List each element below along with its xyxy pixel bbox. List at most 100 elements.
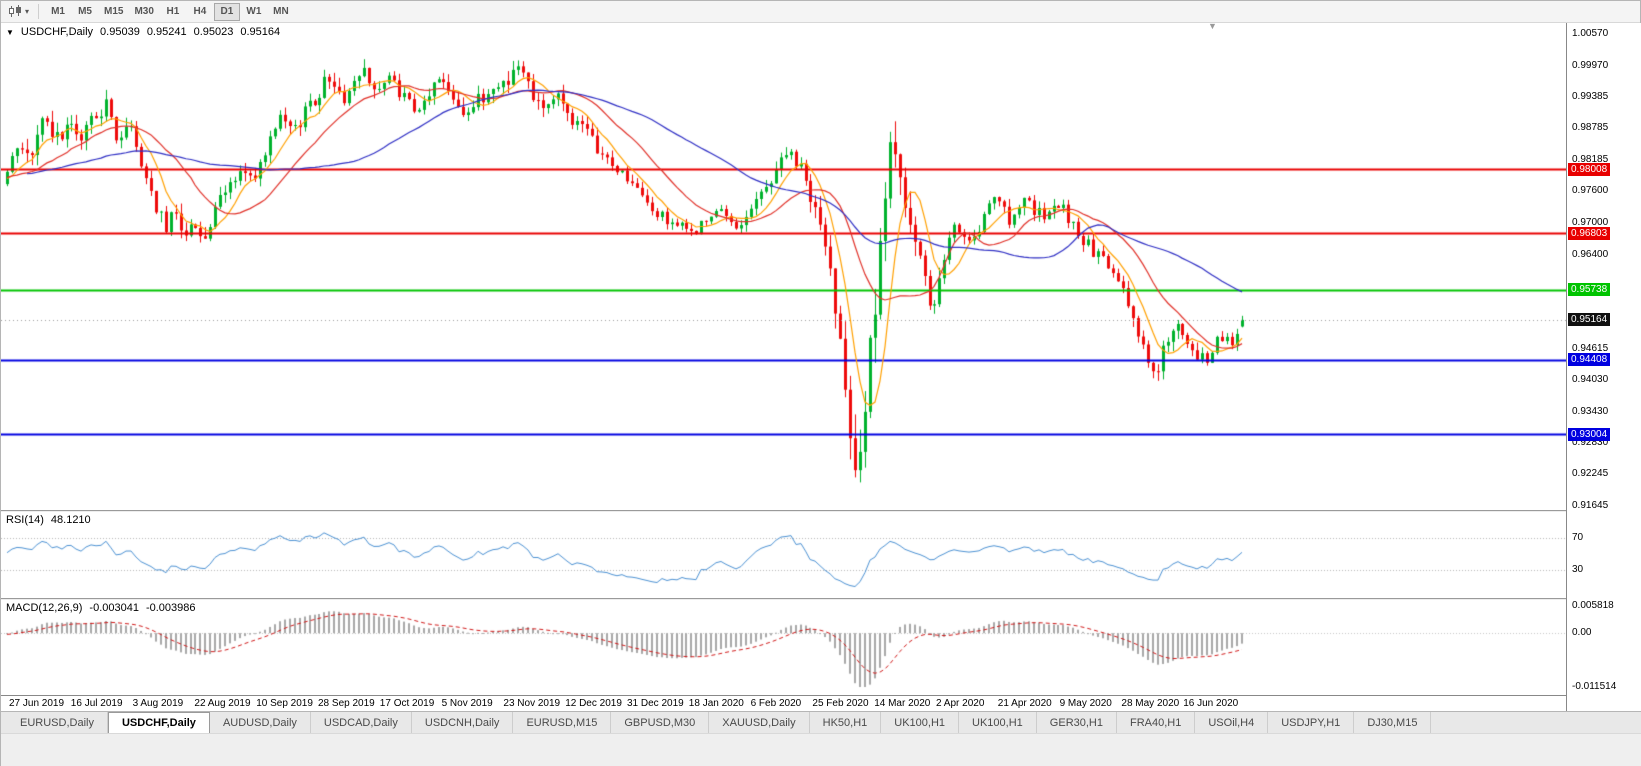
date-label: 9 May 2020: [1059, 698, 1112, 709]
price-tick: 0.94615: [1572, 342, 1609, 354]
macd-axis-tick: 0.00: [1572, 627, 1592, 639]
price-chart-canvas[interactable]: [1, 23, 1566, 510]
price-tick: 0.97000: [1572, 216, 1609, 228]
chart-symbol-label: USDCHF,Daily: [20, 26, 94, 38]
rsi-name: RSI(14): [6, 514, 44, 526]
chart-tab-usdcad-daily[interactable]: USDCAD,Daily: [311, 712, 412, 733]
macd-label: MACD(12,26,9) -0.003041 -0.003986: [6, 602, 196, 614]
chart-tab-audusd-daily[interactable]: AUDUSD,Daily: [210, 712, 311, 733]
date-label: 25 Feb 2020: [812, 698, 869, 709]
price-badge: 0.94408: [1568, 353, 1611, 367]
macd-value: -0.003041: [89, 602, 139, 614]
date-label: 28 May 2020: [1121, 698, 1180, 709]
chart-tab-eurusd-m15[interactable]: EURUSD,M15: [513, 712, 612, 733]
timeframe-buttons: M1 M5 M15 M30 H1 H4 D1 W1 MN: [45, 2, 294, 21]
price-tick: 0.92830: [1572, 437, 1609, 449]
price-tick: 0.98185: [1572, 154, 1609, 166]
rsi-panel-splitter[interactable]: [1, 510, 1641, 512]
date-label: 10 Sep 2019: [256, 698, 313, 709]
chart-tab-uk100-h1[interactable]: UK100,H1: [881, 712, 960, 733]
date-label: 5 Nov 2019: [441, 698, 493, 709]
date-label: 2 Apr 2020: [936, 698, 985, 709]
rsi-value: 48.1210: [50, 514, 91, 526]
chart-tab-usoil-h4[interactable]: USOil,H4: [1195, 712, 1269, 733]
chart-tab-fra40-h1[interactable]: FRA40,H1: [1117, 712, 1196, 733]
chart-area[interactable]: ▼ USDCHF,Daily 0.95039 0.95241 0.95023 0…: [1, 21, 1641, 711]
macd-axis-tick: -0.011514: [1572, 681, 1617, 692]
macd-chart-canvas[interactable]: [1, 600, 1566, 695]
date-label: 17 Oct 2019: [379, 698, 435, 709]
date-label: 16 Jun 2020: [1183, 698, 1239, 709]
date-label: 3 Aug 2019: [132, 698, 184, 709]
chart-tab-gbpusd-m30[interactable]: GBPUSD,M30: [611, 712, 710, 733]
collapse-triangle-icon[interactable]: ▼: [6, 27, 14, 37]
price-tick: 0.99385: [1572, 90, 1609, 102]
timeframe-mn[interactable]: MN: [268, 3, 294, 21]
price-badge: 0.98008: [1568, 162, 1611, 176]
date-label: 6 Feb 2020: [750, 698, 802, 709]
time-axis[interactable]: 27 Jun 2019 16 Jul 2019 3 Aug 2019 22 Aug 2…: [1, 695, 1641, 711]
chart-open-value: 0.95039: [100, 26, 140, 38]
price-tick: 0.97600: [1572, 185, 1609, 197]
chart-high-value: 0.95241: [146, 26, 187, 38]
rsi-chart-canvas[interactable]: [1, 512, 1566, 598]
timeframe-h1[interactable]: H1: [160, 3, 186, 21]
chart-tab-dj30-m15[interactable]: DJ30,M15: [1354, 712, 1432, 733]
chart-low-value: 0.95023: [193, 26, 234, 38]
date-label: 21 Apr 2020: [997, 698, 1052, 709]
date-label: 28 Sep 2019: [318, 698, 375, 709]
chart-tab-eurusd-daily[interactable]: EURUSD,Daily: [7, 712, 108, 733]
price-tick: 0.99970: [1572, 59, 1609, 71]
timeframe-d1[interactable]: D1: [213, 2, 240, 21]
toolbar-separator: [38, 4, 40, 19]
rsi-level-tick: 70: [1572, 532, 1584, 543]
chart-tab-usdjpy-h1[interactable]: USDJPY,H1: [1268, 712, 1355, 733]
chart-tab-xauusd-daily[interactable]: XAUUSD,Daily: [709, 712, 810, 733]
status-strip: [1, 733, 1641, 766]
price-tick: 0.98785: [1572, 122, 1609, 134]
rsi-level-tick: 30: [1572, 564, 1584, 575]
chart-tab-usdcnh-daily[interactable]: USDCNH,Daily: [412, 712, 514, 733]
timeframe-m5[interactable]: M5: [72, 3, 98, 21]
date-label: 16 Jul 2019: [70, 698, 123, 709]
price-badge: 0.96803: [1568, 226, 1611, 240]
date-label: 31 Dec 2019: [627, 698, 684, 709]
timeframe-toolbar: ▾ M1 M5 M15 M30 H1 H4 D1 W1 MN: [1, 1, 1640, 23]
chart-tabbar: EURUSD,Daily USDCHF,Daily AUDUSD,Daily USDC…: [1, 711, 1641, 733]
chart-tab-ger30-h1[interactable]: GER30,H1: [1037, 712, 1117, 733]
date-label: 23 Nov 2019: [503, 698, 561, 709]
macd-panel-splitter[interactable]: [1, 598, 1641, 600]
date-label: 22 Aug 2019: [194, 698, 251, 709]
price-tick: 0.93430: [1572, 405, 1609, 417]
chart-type-button[interactable]: ▾: [5, 4, 32, 19]
date-label: 18 Jan 2020: [688, 698, 744, 709]
candlestick-chart-icon: [9, 5, 21, 17]
chart-tab-usdchf-daily[interactable]: USDCHF,Daily: [107, 712, 210, 733]
price-tick: 1.00570: [1572, 28, 1609, 39]
chart-close-value: 0.95164: [240, 26, 281, 38]
timeframe-m1[interactable]: M1: [45, 3, 71, 21]
macd-axis-tick: 0.005818: [1572, 600, 1614, 611]
price-axis[interactable]: 1.00570 0.99970 0.99385 0.98785 0.98185 0.976…: [1566, 23, 1641, 711]
timeframe-m30[interactable]: M30: [129, 3, 158, 21]
date-label: 14 Mar 2020: [874, 698, 931, 709]
price-tick: 0.96400: [1572, 248, 1609, 260]
chevron-down-icon: ▾: [25, 7, 30, 16]
date-label: 12 Dec 2019: [565, 698, 622, 709]
timeframe-w1[interactable]: W1: [241, 3, 267, 21]
price-badge: 0.93004: [1568, 427, 1611, 441]
chart-tab-uk100-h1[interactable]: UK100,H1: [959, 712, 1037, 733]
chart-title: ▼ USDCHF,Daily 0.95039 0.95241 0.95023 0…: [6, 26, 280, 38]
chart-tab-hk50-h1[interactable]: HK50,H1: [810, 712, 882, 733]
price-badge: 0.95738: [1568, 283, 1611, 297]
chart-shift-marker[interactable]: ▼: [1208, 21, 1217, 31]
timeframe-m15[interactable]: M15: [99, 3, 128, 21]
date-label: 27 Jun 2019: [9, 698, 65, 709]
price-tick: 0.92245: [1572, 468, 1609, 480]
rsi-label: RSI(14) 48.1210: [6, 514, 91, 526]
macd-signal-value: -0.003986: [145, 602, 196, 614]
timeframe-h4[interactable]: H4: [187, 3, 213, 21]
price-tick: 0.94030: [1572, 373, 1609, 385]
macd-name: MACD(12,26,9): [6, 602, 83, 614]
